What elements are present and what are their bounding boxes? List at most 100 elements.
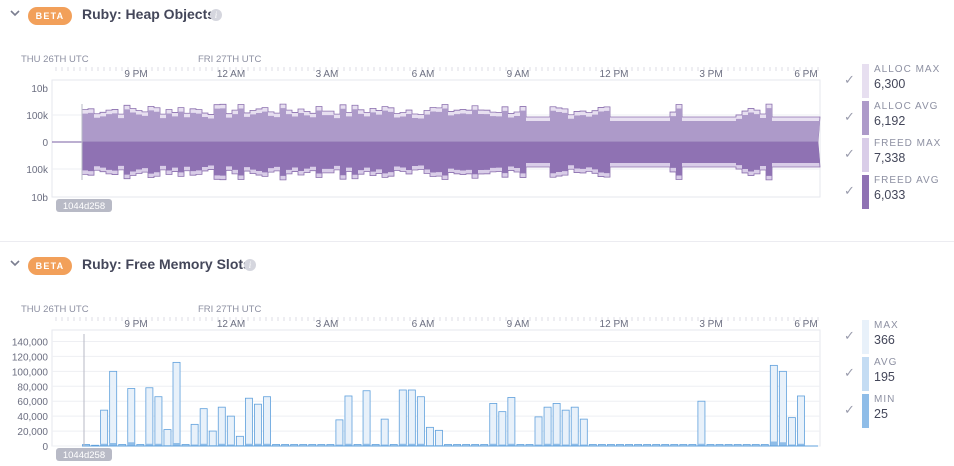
avg-bar	[173, 443, 181, 446]
avg-bar	[562, 444, 570, 446]
time-label: 9 PM	[124, 319, 147, 330]
free-memory-slots-panel: BETA Ruby: Free Memory Slots i THU 26TH …	[0, 250, 954, 466]
max-bar	[172, 361, 181, 447]
chevron-down-icon[interactable]	[8, 256, 22, 270]
time-label: 6 PM	[794, 319, 817, 330]
deploy-marker[interactable]: 1044d258	[56, 199, 112, 212]
time-label: 3 PM	[699, 319, 722, 330]
date-label: THU 26TH UTC	[21, 54, 89, 65]
max-bar	[498, 411, 507, 447]
beta-badge: BETA	[28, 257, 72, 275]
avg-bar	[535, 444, 543, 446]
max-bar	[190, 423, 199, 447]
panel-divider	[0, 241, 954, 242]
max-bar	[788, 417, 796, 447]
heap-objects-chart[interactable]: THU 26TH UTC FRI 27TH UTC 9 PM 12 AM 3 AM 6 A…	[0, 0, 830, 220]
avg-bar	[399, 443, 407, 446]
max-bar	[244, 397, 253, 447]
legend-value: 6,033	[874, 188, 906, 202]
max-bar	[416, 396, 425, 447]
legend-swatch	[862, 357, 869, 391]
time-label: 12 PM	[600, 319, 629, 330]
time-label: 12 PM	[600, 69, 629, 80]
info-icon[interactable]: i	[244, 259, 256, 271]
legend-label: ALLOC MAX	[874, 64, 941, 75]
time-label: 9 PM	[124, 69, 147, 80]
legend-swatch	[862, 138, 869, 172]
max-bar	[335, 419, 344, 447]
max-bar	[154, 396, 163, 447]
max-bar	[208, 430, 217, 447]
max-bar	[579, 418, 588, 447]
max-bar	[100, 409, 109, 447]
free-memory-slots-chart[interactable]: THU 26TH UTC FRI 27TH UTC 9 PM 12 AM 3 AM 6 A…	[0, 250, 830, 466]
avg-bar	[363, 443, 371, 446]
check-icon: ✓	[844, 328, 855, 343]
max-bar	[109, 370, 118, 447]
max-bar	[534, 416, 543, 447]
info-icon[interactable]: i	[210, 9, 222, 21]
date-label: FRI 27TH UTC	[198, 54, 261, 65]
avg-bar	[218, 443, 226, 446]
avg-bar	[100, 443, 108, 446]
chevron-down-icon[interactable]	[8, 6, 22, 20]
deploy-marker[interactable]: 1044d258	[56, 448, 112, 461]
legend-swatch	[862, 320, 869, 354]
legend-swatch	[862, 394, 869, 428]
max-bar	[163, 429, 172, 447]
check-icon: ✓	[844, 109, 855, 124]
time-label: 3 AM	[316, 319, 339, 330]
legend-value: 195	[874, 370, 895, 384]
y-tick-label: 40,000	[17, 412, 48, 423]
time-label: 6 AM	[412, 69, 435, 80]
time-label: 6 AM	[412, 319, 435, 330]
y-tick-label: 100k	[26, 165, 49, 176]
check-icon: ✓	[844, 146, 855, 161]
time-label: 12 AM	[217, 319, 245, 330]
legend-swatch	[862, 64, 869, 98]
panel-header: BETA Ruby: Heap Objects i	[0, 0, 954, 32]
avg-bar	[417, 443, 425, 446]
avg-bar	[797, 443, 805, 446]
y-tick-label: 120,000	[12, 352, 49, 363]
time-label: 9 AM	[507, 69, 530, 80]
max-bar	[570, 406, 579, 447]
avg-bar	[779, 442, 787, 446]
legend-item[interactable]: ✓ FREED MAX 7,338	[840, 138, 954, 172]
panel-header: BETA Ruby: Free Memory Slots i	[0, 250, 954, 282]
check-icon: ✓	[844, 365, 855, 380]
heap-objects-panel: BETA Ruby: Heap Objects i THU 26TH UTC FR…	[0, 0, 954, 220]
legend-item[interactable]: ✓ MIN 25	[840, 394, 954, 428]
max-bar	[561, 409, 570, 447]
avg-bar	[127, 442, 135, 446]
y-tick-label: 80,000	[17, 382, 48, 393]
max-bar	[344, 395, 353, 447]
legend-item[interactable]: ✓ AVG 195	[840, 357, 954, 391]
max-bar	[435, 429, 443, 447]
time-label: 12 AM	[217, 69, 245, 80]
max-bar	[507, 397, 516, 447]
legend-item[interactable]: ✓ FREED AVG 6,033	[840, 175, 954, 209]
check-icon: ✓	[844, 72, 855, 87]
legend-label: FREED AVG	[874, 175, 940, 186]
legend-value: 25	[874, 407, 888, 421]
legend-value: 366	[874, 333, 895, 347]
avg-bar	[245, 443, 253, 446]
legend-item[interactable]: ✓ MAX 366	[840, 320, 954, 354]
legend-item[interactable]: ✓ ALLOC AVG 6,192	[840, 101, 954, 135]
y-tick-label: 140,000	[12, 337, 49, 348]
deploy-marker-label: 1044d258	[63, 450, 105, 461]
legend-item[interactable]: ✓ ALLOC MAX 6,300	[840, 64, 954, 98]
avg-bar	[335, 444, 343, 446]
y-tick-label: 100,000	[12, 367, 49, 378]
deploy-marker-label: 1044d258	[63, 201, 105, 212]
max-bar	[489, 403, 498, 447]
avg-bar	[200, 443, 208, 446]
max-bar	[254, 403, 262, 447]
legend-label: MAX	[874, 320, 899, 331]
max-bar	[543, 406, 552, 447]
avg-bar	[191, 444, 199, 446]
date-label: THU 26TH UTC	[21, 304, 89, 315]
avg-bar	[154, 443, 162, 446]
legend-value: 7,338	[874, 151, 906, 165]
